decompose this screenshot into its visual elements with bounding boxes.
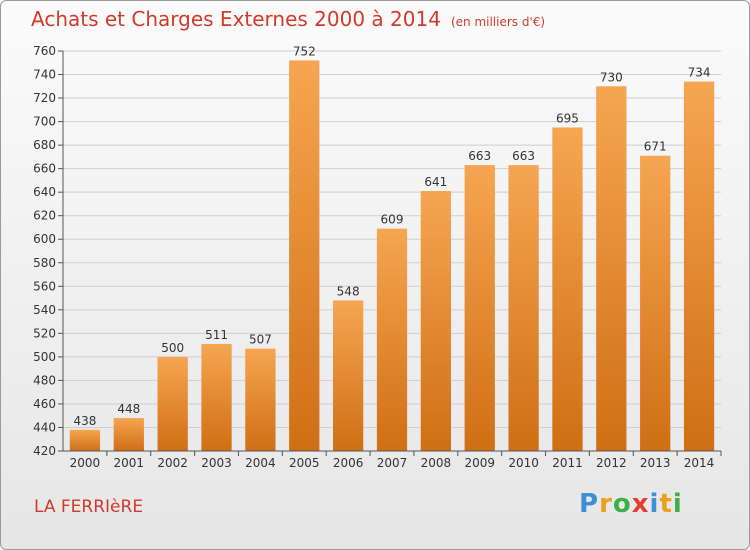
y-tick-label: 640: [33, 185, 56, 199]
x-tick-label: 2012: [596, 456, 627, 470]
bar: [245, 348, 276, 451]
data-label: 695: [556, 111, 579, 125]
bar: [289, 60, 320, 451]
y-tick-label: 420: [33, 444, 56, 458]
logo-letter: x: [631, 489, 650, 519]
data-label: 500: [161, 341, 184, 355]
data-label: 448: [117, 402, 140, 416]
x-tick-label: 2004: [245, 456, 276, 470]
logo-letter: P: [579, 489, 600, 519]
bar: [640, 155, 671, 452]
chart-title-block: Achats et Charges Externes 2000 à 2014 (e…: [31, 7, 545, 31]
x-tick-label: 2005: [289, 456, 320, 470]
y-tick-label: 540: [33, 303, 56, 317]
bars: [69, 60, 715, 452]
data-label: 671: [644, 140, 667, 154]
bar: [464, 165, 495, 451]
x-tick-label: 2013: [640, 456, 671, 470]
y-axis: 420 440 460 480 500 520 540 560 580 600 620 640 660 6…: [33, 44, 64, 458]
y-tick-label: 760: [33, 44, 56, 58]
data-label: 641: [424, 175, 447, 189]
data-label: 507: [249, 333, 272, 347]
proxiti-logo: Proxiti: [579, 489, 683, 519]
data-label: 438: [73, 414, 96, 428]
data-label: 663: [512, 149, 535, 163]
y-tick-label: 660: [33, 162, 56, 176]
chart-title: Achats et Charges Externes 2000 à 2014: [31, 7, 441, 31]
bar: [596, 86, 627, 451]
y-tick-label: 460: [33, 397, 56, 411]
logo-letter: i: [649, 489, 660, 519]
bar: [201, 343, 232, 451]
y-tick-label: 500: [33, 350, 56, 364]
x-tick-label: 2003: [201, 456, 232, 470]
data-labels: 438 448 500 511 507 752 548 609 641 663 663 695 730 6…: [73, 44, 710, 427]
data-label: 548: [337, 284, 360, 298]
logo-letter: t: [659, 489, 673, 519]
bar: [420, 191, 452, 451]
bar: [552, 127, 583, 452]
x-tick-label: 2008: [421, 456, 452, 470]
bar: [157, 356, 188, 451]
y-tick-label: 720: [33, 91, 56, 105]
x-tick-label: 2002: [157, 456, 188, 470]
bar: [683, 81, 715, 452]
bar: [332, 300, 364, 451]
x-tick-label: 2001: [114, 456, 145, 470]
data-label: 609: [381, 213, 404, 227]
y-tick-label: 700: [33, 115, 56, 129]
logo-letter: o: [612, 489, 632, 519]
y-tick-label: 580: [33, 256, 56, 270]
x-tick-label: 2006: [333, 456, 364, 470]
logo-letter: r: [599, 489, 613, 519]
bar: [69, 429, 101, 451]
data-label: 730: [600, 70, 623, 84]
bar: [376, 228, 408, 451]
x-tick-label: 2009: [464, 456, 495, 470]
x-tick-label: 2000: [70, 456, 101, 470]
y-tick-label: 680: [33, 138, 56, 152]
place-name: LA FERRIèRE: [34, 497, 144, 517]
bar: [508, 165, 539, 451]
y-tick-label: 740: [33, 68, 56, 82]
y-tick-label: 620: [33, 209, 56, 223]
x-tick-label: 2011: [552, 456, 583, 470]
x-tick-label: 2007: [377, 456, 408, 470]
logo-letter: i: [672, 489, 683, 519]
data-label: 511: [205, 328, 228, 342]
x-axis: 2000 2001 2002 2003 2004 2005 2006 2007 2008 2009…: [63, 450, 722, 470]
y-tick-label: 600: [33, 232, 56, 246]
y-tick-label: 560: [33, 279, 56, 293]
data-label: 663: [468, 149, 491, 163]
y-tick-label: 480: [33, 373, 56, 387]
y-tick-label: 520: [33, 326, 56, 340]
y-tick-label: 440: [33, 420, 56, 434]
bar: [113, 418, 144, 451]
x-tick-label: 2010: [508, 456, 539, 470]
data-label: 734: [688, 66, 711, 80]
data-label: 752: [293, 44, 316, 58]
chart-unit: (en milliers d'€): [450, 15, 546, 29]
x-tick-label: 2014: [684, 456, 715, 470]
